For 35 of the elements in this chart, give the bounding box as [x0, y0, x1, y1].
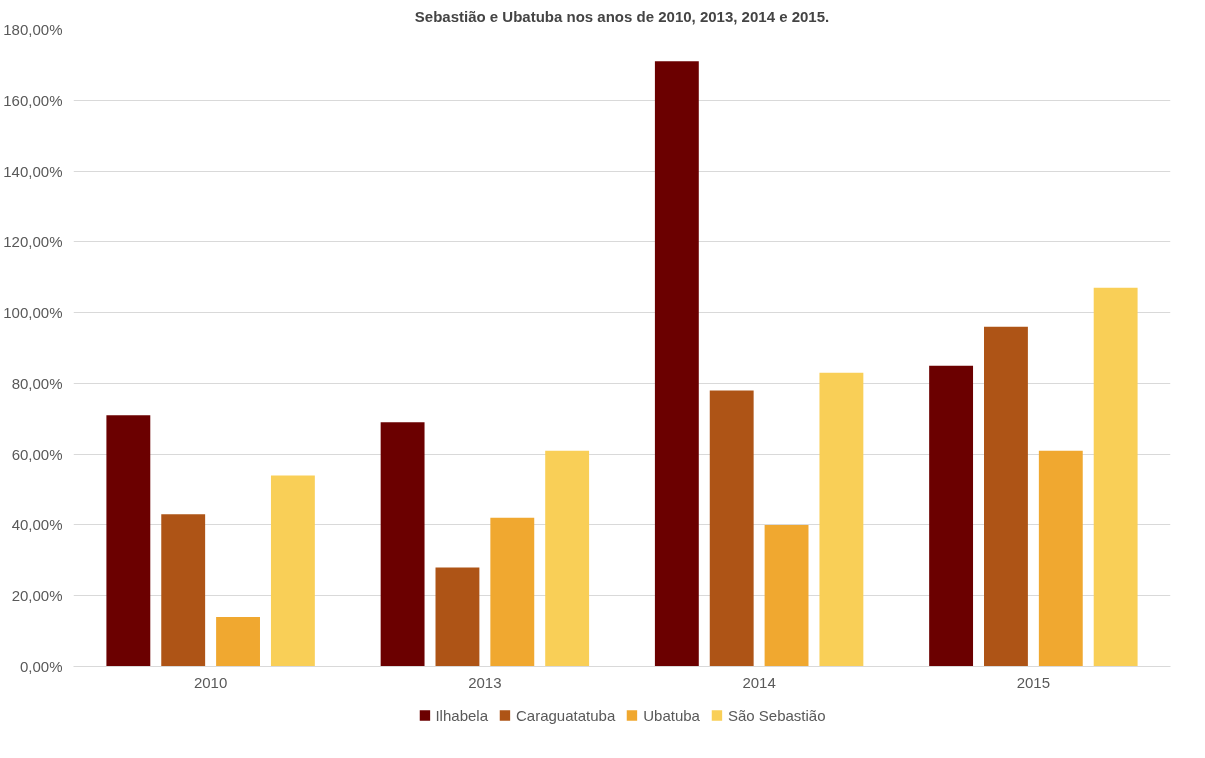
bar: [270, 475, 315, 667]
bar: [709, 390, 754, 667]
x-tick-label: 2010: [193, 673, 228, 691]
chart-title: Sebastião e Ubatuba nos anos de 2010, 2013, 2014 e 2015.: [414, 7, 830, 25]
bar: [545, 450, 590, 667]
bar: [380, 422, 425, 667]
x-tick-label: 2015: [1016, 673, 1051, 691]
bar: [984, 326, 1028, 667]
bar: [654, 61, 699, 667]
y-tick-label: 120,00%: [3, 233, 63, 251]
bar: [490, 517, 535, 667]
y-tick-label: 0,00%: [19, 658, 63, 675]
bar: [819, 372, 864, 667]
bar: [1093, 287, 1138, 667]
legend-label: Ilhabela: [435, 706, 488, 724]
bar: [216, 616, 260, 667]
bar: [106, 415, 151, 667]
y-tick-label: 160,00%: [3, 91, 63, 109]
y-tick-label: 100,00%: [3, 304, 63, 322]
legend-label: Caraguatatuba: [516, 706, 616, 724]
bar: [764, 524, 809, 667]
x-tick-label: 2014: [742, 673, 776, 691]
y-tick-label: 20,00%: [11, 587, 63, 605]
bar: [161, 514, 206, 667]
y-tick-label: 140,00%: [3, 162, 63, 180]
bar: [1038, 450, 1083, 667]
y-tick-label: 80,00%: [11, 374, 63, 392]
y-tick-label: 180,00%: [3, 21, 63, 38]
legend-label: Ubatuba: [643, 706, 700, 724]
y-tick-label: 60,00%: [11, 445, 63, 463]
y-tick-label: 40,00%: [11, 516, 63, 534]
legend-label: São Sebastião: [727, 706, 826, 724]
bar: [929, 365, 974, 667]
x-tick-label: 2013: [468, 673, 502, 691]
bar: [435, 567, 480, 667]
